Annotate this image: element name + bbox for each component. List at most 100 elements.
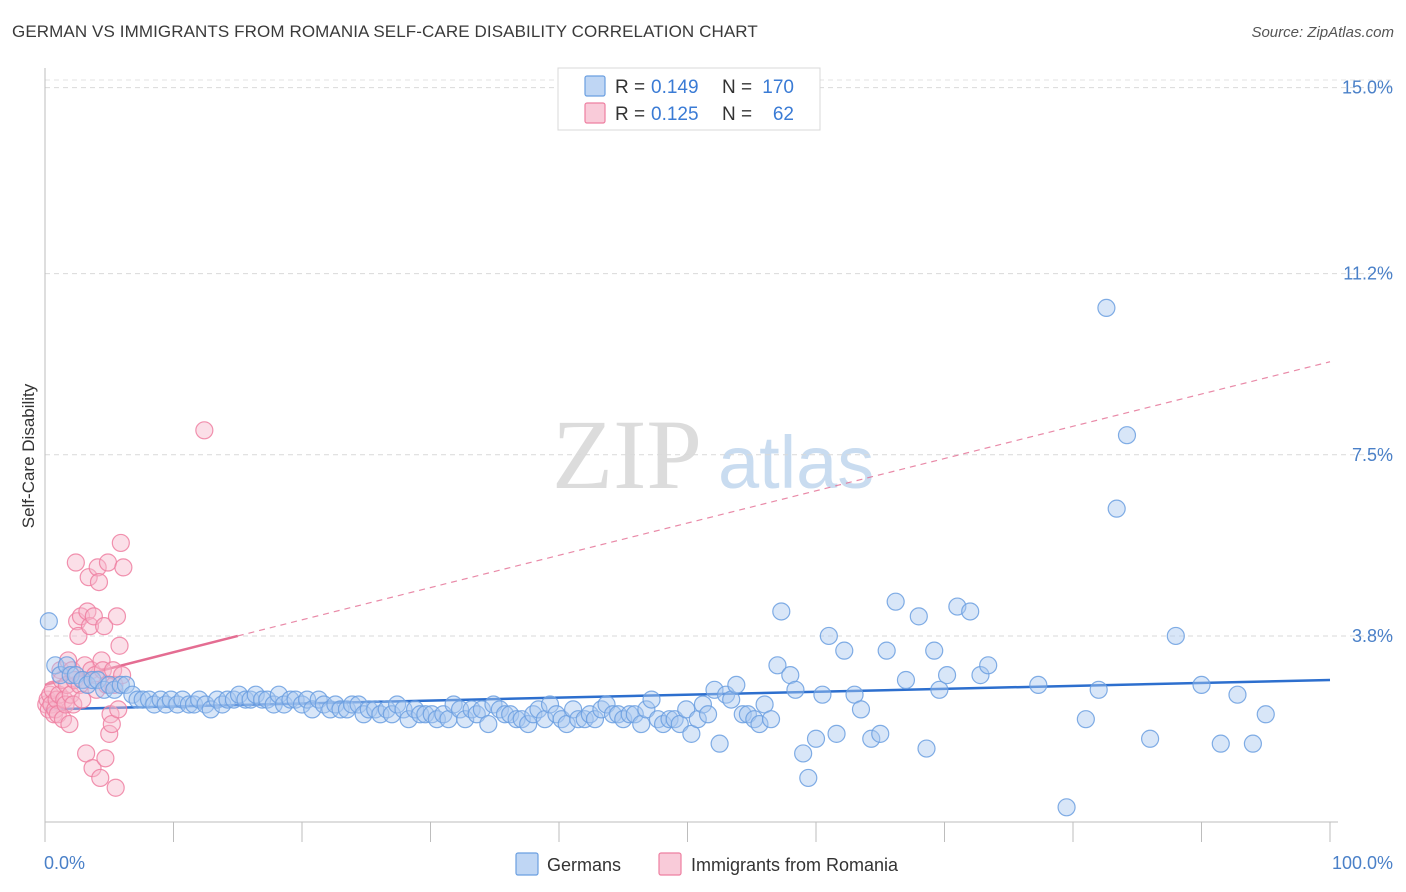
y-tick-label: 11.2% xyxy=(1343,264,1393,284)
trend-line-germans xyxy=(44,678,1331,711)
point-romania xyxy=(92,651,111,670)
point-germans xyxy=(835,641,854,660)
point-germans xyxy=(73,670,92,690)
point-germans xyxy=(862,729,881,748)
point-germans xyxy=(597,695,616,714)
point-germans xyxy=(490,700,509,719)
point-germans xyxy=(507,710,526,729)
legend-swatch-germans xyxy=(584,75,606,97)
point-germans xyxy=(1097,298,1116,318)
point-germans xyxy=(88,670,107,690)
point-germans xyxy=(83,670,102,690)
point-germans xyxy=(851,700,871,719)
legend-r-value: 0.125 xyxy=(651,104,699,125)
point-germans xyxy=(637,700,656,719)
point-germans xyxy=(761,710,781,729)
point-germans xyxy=(61,666,80,685)
point-germans xyxy=(213,695,232,714)
point-germans xyxy=(39,612,58,631)
point-romania xyxy=(106,778,125,797)
point-germans xyxy=(151,690,170,709)
point-germans xyxy=(399,710,418,729)
point-germans xyxy=(877,641,896,660)
point-romania xyxy=(69,626,88,646)
y-tick-label: 15.0% xyxy=(1342,78,1393,98)
point-germans xyxy=(917,739,936,758)
point-germans xyxy=(896,670,916,690)
y-tick-label: 3.8% xyxy=(1352,626,1393,646)
point-germans xyxy=(1140,729,1160,748)
y-tick-labels: 3.8% 7.5% 11.2% 15.0% xyxy=(1342,78,1393,646)
point-germans xyxy=(529,700,548,719)
point-romania xyxy=(89,572,109,592)
point-germans xyxy=(133,690,152,709)
legend-n-value: 170 xyxy=(762,77,794,98)
point-germans xyxy=(625,705,644,724)
point-germans xyxy=(979,656,998,675)
point-romania xyxy=(64,695,83,714)
point-germans xyxy=(937,666,957,685)
trend-line-romania-extension xyxy=(237,361,1331,637)
point-germans xyxy=(51,666,70,685)
point-germans xyxy=(479,714,498,734)
point-germans xyxy=(1192,675,1211,695)
point-germans xyxy=(495,705,515,724)
point-germans xyxy=(620,705,639,724)
point-germans xyxy=(343,695,362,714)
point-romania xyxy=(80,617,100,636)
point-germans xyxy=(116,675,136,695)
point-romania xyxy=(112,666,132,685)
point-germans xyxy=(1243,734,1263,753)
point-romania xyxy=(39,700,58,719)
point-germans xyxy=(1076,710,1095,729)
point-germans xyxy=(768,656,787,675)
point-germans xyxy=(733,705,752,724)
point-romania xyxy=(104,661,123,680)
point-germans xyxy=(871,724,890,743)
point-germans xyxy=(665,710,684,729)
y-tick-label: 7.5% xyxy=(1352,445,1393,465)
x-tick-label: 100.0% xyxy=(1332,853,1393,873)
point-germans xyxy=(264,695,283,714)
legend-n-label: N = xyxy=(722,77,752,98)
point-germans xyxy=(540,695,560,714)
point-romania xyxy=(91,768,110,788)
point-germans xyxy=(592,700,611,719)
point-germans xyxy=(1228,685,1247,704)
point-germans xyxy=(799,768,818,788)
x-tick-labels: 0.0% 100.0% xyxy=(44,853,1393,873)
watermark-atlas: atlas xyxy=(718,421,874,504)
point-germans xyxy=(467,705,486,724)
point-germans xyxy=(218,690,237,709)
point-germans xyxy=(961,602,980,621)
point-germans xyxy=(698,705,718,724)
point-germans xyxy=(909,607,928,626)
point-romania xyxy=(110,636,129,655)
point-germans xyxy=(269,685,288,704)
point-romania xyxy=(66,553,85,572)
point-germans xyxy=(1029,675,1048,695)
point-romania xyxy=(111,533,130,553)
point-germans xyxy=(772,602,791,621)
x-tick-label: 0.0% xyxy=(44,853,85,873)
point-romania xyxy=(47,690,66,709)
point-germans xyxy=(303,700,322,719)
legend-n-label: N = xyxy=(722,104,752,125)
legend-r-label: R = xyxy=(615,104,645,125)
chart-source: Source: ZipAtlas.com xyxy=(1251,24,1394,41)
bottom-legend-swatch-romania xyxy=(658,852,682,876)
bottom-legend-swatch-germans xyxy=(515,852,539,876)
point-germans xyxy=(575,710,594,729)
point-romania xyxy=(109,700,128,719)
point-germans xyxy=(819,626,838,646)
chart-title: GERMAN VS IMMIGRANTS FROM ROMANIA SELF-C… xyxy=(12,22,758,41)
point-germans xyxy=(585,710,605,729)
point-romania xyxy=(88,558,107,577)
point-romania xyxy=(96,749,115,768)
point-germans xyxy=(78,675,97,695)
point-germans xyxy=(930,680,949,699)
point-germans xyxy=(456,710,475,729)
point-germans xyxy=(123,685,142,704)
point-germans xyxy=(382,705,402,724)
